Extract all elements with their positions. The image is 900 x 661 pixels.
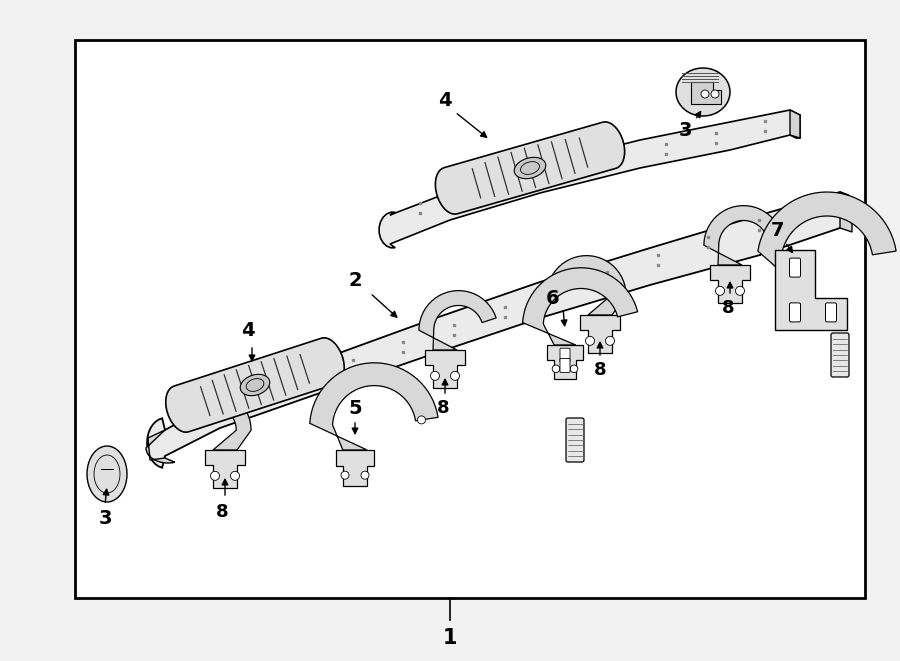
- Polygon shape: [549, 256, 626, 315]
- Polygon shape: [436, 122, 625, 214]
- Circle shape: [571, 365, 578, 373]
- Circle shape: [361, 471, 369, 479]
- Polygon shape: [790, 110, 800, 138]
- FancyBboxPatch shape: [560, 358, 570, 372]
- FancyBboxPatch shape: [789, 303, 800, 322]
- FancyBboxPatch shape: [825, 303, 836, 322]
- Polygon shape: [240, 374, 270, 396]
- Circle shape: [553, 365, 560, 373]
- Text: 8: 8: [436, 399, 449, 417]
- FancyBboxPatch shape: [831, 333, 849, 377]
- Circle shape: [586, 336, 595, 345]
- Text: 3: 3: [679, 120, 692, 139]
- Text: 8: 8: [216, 503, 229, 521]
- FancyBboxPatch shape: [566, 418, 584, 462]
- Circle shape: [716, 286, 724, 295]
- Polygon shape: [676, 68, 730, 116]
- FancyBboxPatch shape: [75, 40, 865, 598]
- Polygon shape: [580, 315, 620, 353]
- Polygon shape: [147, 192, 848, 468]
- Polygon shape: [146, 430, 175, 463]
- Polygon shape: [691, 82, 721, 104]
- Polygon shape: [425, 350, 465, 388]
- Circle shape: [451, 371, 460, 380]
- Polygon shape: [547, 345, 583, 379]
- Polygon shape: [418, 291, 496, 350]
- Text: 4: 4: [438, 91, 452, 110]
- Polygon shape: [523, 268, 638, 345]
- Polygon shape: [704, 206, 781, 265]
- FancyBboxPatch shape: [560, 348, 570, 362]
- Text: 5: 5: [348, 399, 362, 418]
- Circle shape: [430, 371, 439, 380]
- FancyBboxPatch shape: [789, 258, 800, 277]
- Circle shape: [418, 416, 426, 424]
- Text: 3: 3: [98, 508, 112, 527]
- Polygon shape: [87, 446, 127, 502]
- Polygon shape: [758, 192, 896, 330]
- Text: 8: 8: [594, 361, 607, 379]
- Polygon shape: [205, 450, 245, 488]
- Text: 4: 4: [241, 321, 255, 340]
- Polygon shape: [310, 363, 438, 450]
- Polygon shape: [840, 192, 852, 232]
- Text: 1: 1: [443, 628, 457, 648]
- Circle shape: [735, 286, 744, 295]
- Circle shape: [701, 90, 709, 98]
- Text: 6: 6: [546, 288, 560, 307]
- Text: 8: 8: [722, 299, 734, 317]
- Text: 7: 7: [771, 221, 785, 239]
- Polygon shape: [514, 157, 545, 178]
- Polygon shape: [710, 265, 750, 303]
- Polygon shape: [166, 338, 344, 432]
- Circle shape: [711, 90, 719, 98]
- Text: 2: 2: [348, 270, 362, 290]
- Circle shape: [230, 471, 239, 481]
- Polygon shape: [336, 450, 374, 486]
- Circle shape: [606, 336, 615, 345]
- Polygon shape: [379, 110, 800, 248]
- Circle shape: [211, 471, 220, 481]
- Polygon shape: [174, 391, 251, 450]
- Circle shape: [341, 471, 349, 479]
- Polygon shape: [775, 250, 847, 330]
